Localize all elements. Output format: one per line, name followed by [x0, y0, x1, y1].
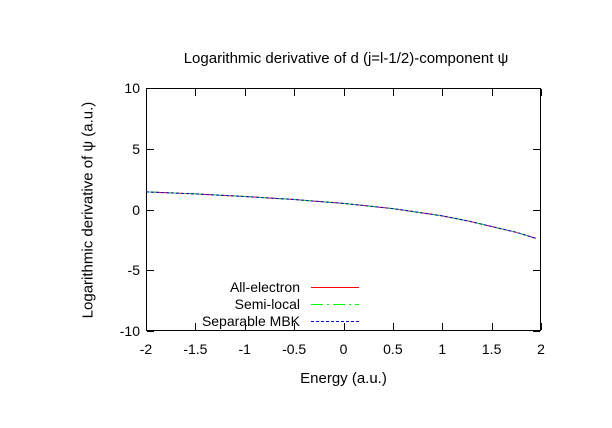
chart-title: Logarithmic derivative of d (j=l-1/2)-co…	[183, 50, 509, 67]
y-tick-label: 0	[132, 201, 140, 218]
series-line-separable-mbk	[145, 191, 537, 239]
x-tick-label: -2	[139, 341, 153, 357]
x-tick-label: -1.5	[183, 341, 208, 357]
y-tick-label: 5	[132, 140, 140, 157]
x-axis-label: Energy (a.u.)	[300, 370, 387, 387]
series-line-all-electron	[145, 191, 537, 239]
plot-border	[146, 88, 541, 331]
x-tick-label: 2	[537, 341, 545, 357]
y-tick-label: 10	[124, 80, 140, 96]
x-tick-label: 0	[339, 341, 348, 357]
legend-item: All-electron	[160, 279, 359, 296]
legend-item: Semi-local	[160, 296, 359, 313]
x-tick-label: 1	[438, 341, 447, 357]
x-tick-label: -1	[238, 341, 251, 357]
x-tick-label: 1.5	[481, 341, 502, 357]
legend-label: Semi-local	[234, 296, 300, 312]
legend-label: Separable MBK	[201, 313, 300, 329]
legend-item: Separable MBK	[160, 313, 359, 330]
series-line-semi-local	[145, 191, 537, 239]
x-tick-label: 0.5	[383, 341, 403, 357]
legend: All-electron Semi-local Separable MBK	[160, 279, 359, 330]
legend-line-sample	[311, 321, 359, 322]
y-tick-label: -5	[127, 262, 140, 279]
x-tick-label: -0.5	[282, 341, 307, 357]
legend-line-sample	[311, 304, 359, 305]
legend-label: All-electron	[229, 279, 300, 295]
y-tick-label: -10	[119, 323, 140, 339]
plot-area	[145, 88, 542, 332]
legend-line-sample	[311, 287, 359, 288]
